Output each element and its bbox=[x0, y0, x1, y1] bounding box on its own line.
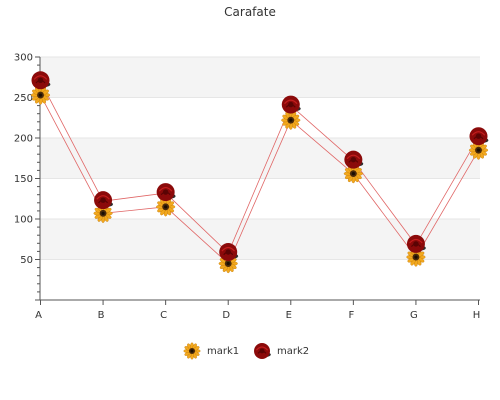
data-point-mark2-H bbox=[469, 127, 489, 146]
y-tick-label: 200 bbox=[14, 134, 33, 145]
data-point-mark2-B bbox=[94, 191, 113, 210]
grid-bands bbox=[40, 56, 480, 300]
legend-item-mark2[interactable]: mark2 bbox=[254, 343, 309, 359]
data-point-mark2-G bbox=[406, 234, 426, 253]
x-tick-label: E bbox=[286, 310, 292, 321]
data-point-mark2-C bbox=[156, 183, 176, 202]
x-tick-label: A bbox=[35, 310, 42, 321]
x-tick-label: G bbox=[410, 310, 418, 321]
series-layer bbox=[30, 71, 489, 274]
legend[interactable]: mark1 mark2 bbox=[183, 342, 309, 360]
chart-title: Carafate bbox=[224, 5, 276, 19]
data-point-mark1-F bbox=[343, 164, 363, 184]
y-tick-label: 150 bbox=[14, 174, 33, 185]
data-point-mark2-A bbox=[31, 71, 51, 90]
sunflower-icon bbox=[183, 342, 201, 360]
data-point-mark2-E bbox=[281, 95, 301, 114]
legend-item-mark1[interactable]: mark1 bbox=[183, 342, 239, 360]
rose-icon bbox=[254, 343, 271, 359]
data-point-mark2-D bbox=[219, 243, 239, 262]
y-tick-label: 250 bbox=[14, 93, 33, 104]
series-line-mark1 bbox=[40, 94, 479, 265]
x-tick-label: B bbox=[98, 310, 105, 321]
x-tick-label: F bbox=[348, 310, 354, 321]
legend-label: mark2 bbox=[277, 346, 309, 357]
grid-band bbox=[40, 219, 480, 260]
data-point-mark1-A bbox=[30, 85, 51, 105]
grid-band bbox=[40, 97, 480, 138]
x-tick-label: H bbox=[473, 310, 481, 321]
data-point-mark2-F bbox=[344, 150, 364, 169]
x-tick-label: C bbox=[160, 310, 167, 321]
data-point-mark1-C bbox=[156, 197, 176, 217]
grid-band bbox=[40, 138, 480, 179]
grid-band bbox=[40, 57, 480, 98]
grid-band bbox=[40, 259, 480, 300]
y-tick-label: 300 bbox=[14, 53, 33, 64]
x-tick-label: D bbox=[222, 310, 230, 321]
x-axis: A B C D E F G H bbox=[35, 299, 481, 321]
data-point-mark1-E bbox=[281, 110, 301, 130]
y-tick-label: 50 bbox=[20, 255, 33, 266]
legend-label: mark1 bbox=[207, 346, 239, 357]
y-tick-label: 100 bbox=[14, 215, 33, 226]
series-line-mark2 bbox=[40, 81, 479, 254]
